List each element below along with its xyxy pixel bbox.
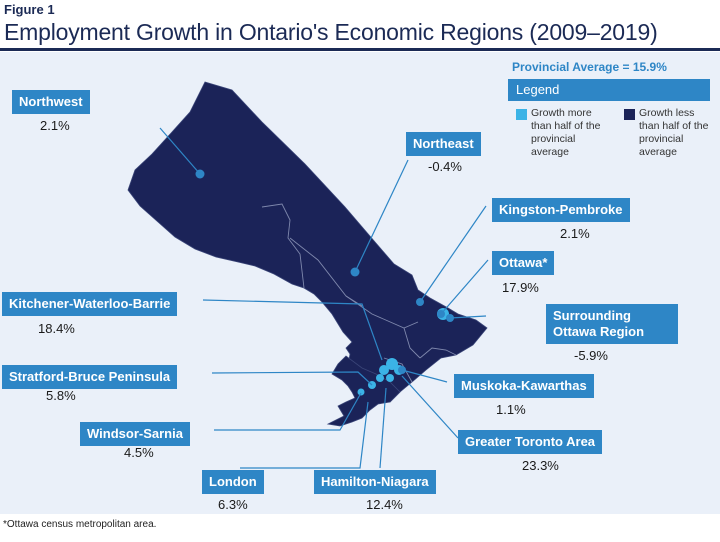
marker-ottawa	[437, 310, 445, 318]
legend-swatch-low	[624, 109, 635, 120]
figure-header: Figure 1 Employment Growth in Ontario's …	[0, 0, 720, 51]
region-value-kingston-pembroke: 2.1%	[560, 226, 590, 241]
legend-title: Legend	[508, 79, 710, 101]
region-label-northwest: Northwest	[12, 90, 90, 114]
region-label-windsor-sarnia: Windsor-Sarnia	[80, 422, 190, 446]
region-value-muskoka-kawarthas: 1.1%	[496, 402, 526, 417]
connector-lines	[159, 127, 489, 469]
provincial-average: Provincial Average = 15.9%	[512, 60, 667, 74]
marker-northwest	[195, 169, 205, 179]
region-value-northeast: -0.4%	[428, 159, 462, 174]
marker-kingston	[416, 298, 424, 306]
region-label-kitchener-waterloo-barrie: Kitchener-Waterloo-Barrie	[2, 292, 178, 316]
region-value-london: 6.3%	[218, 497, 248, 512]
region-label-ottawa: Ottawa*	[492, 251, 555, 275]
region-label-stratford-bruce: Stratford-Bruce Peninsula	[2, 365, 178, 389]
figure-label: Figure 1	[4, 2, 55, 17]
region-markers	[195, 169, 454, 374]
footnote: *Ottawa census metropolitan area.	[3, 519, 157, 530]
region-label-london: London	[202, 470, 264, 494]
ontario-map	[127, 81, 489, 469]
region-label-greater-toronto-area: Greater Toronto Area	[458, 430, 603, 454]
region-value-northwest: 2.1%	[40, 118, 70, 133]
region-value-ottawa: 17.9%	[502, 280, 539, 295]
region-label-kingston-pembroke: Kingston-Pembroke	[492, 198, 630, 222]
region-value-windsor-sarnia: 4.5%	[124, 445, 154, 460]
legend-label-low: Growth less than half of the provincial …	[639, 107, 709, 158]
legend-label-high: Growth more than half of the provincial …	[531, 107, 601, 158]
region-borders	[261, 203, 457, 383]
map-area: Northwest 2.1% Northeast -0.4% Kingston-…	[0, 52, 720, 514]
marker-northeast	[350, 267, 360, 277]
legend-swatch-high	[516, 109, 527, 120]
marker-muskoka	[398, 366, 406, 374]
region-label-surrounding-ottawa: Surrounding Ottawa Region	[546, 304, 678, 344]
region-value-greater-toronto-area: 23.3%	[522, 458, 559, 473]
figure-title: Employment Growth in Ontario's Economic …	[4, 19, 658, 45]
title-rule	[0, 48, 720, 51]
region-label-muskoka-kawarthas: Muskoka-Kawarthas	[454, 374, 594, 398]
region-label-northeast: Northeast	[406, 132, 481, 156]
kitchener-area	[376, 374, 384, 382]
region-label-hamilton-niagara: Hamilton-Niagara	[314, 470, 436, 494]
hamilton-area	[386, 374, 394, 382]
marker-surrounding-ottawa	[446, 314, 454, 322]
kitchener-area	[379, 365, 389, 375]
london-area	[357, 388, 365, 396]
region-value-surrounding-ottawa: -5.9%	[574, 348, 608, 363]
region-value-hamilton-niagara: 12.4%	[366, 497, 403, 512]
region-value-stratford-bruce: 5.8%	[46, 388, 76, 403]
ontario-landmass	[127, 81, 488, 403]
region-value-kitchener-waterloo-barrie: 18.4%	[38, 321, 75, 336]
